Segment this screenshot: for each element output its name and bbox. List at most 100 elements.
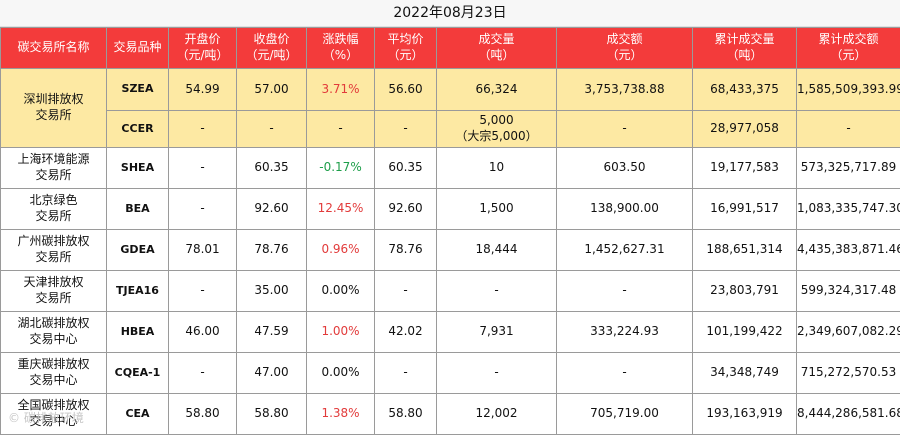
close-cell: 47.00 (237, 353, 307, 394)
exchange-name-cell: 上海环境能源 交易所 (1, 148, 107, 189)
close-cell: 47.59 (237, 312, 307, 353)
header-exchange: 碳交易所名称 (1, 28, 107, 69)
volume-cell: 5,000 （大宗5,000） (437, 111, 557, 148)
volume-cell: 1,500 (437, 189, 557, 230)
header-change: 涨跌幅 （%） (307, 28, 375, 69)
close-cell: 35.00 (237, 271, 307, 312)
turnover-cell: 1,452,627.31 (557, 230, 693, 271)
change-cell: 0.00% (307, 271, 375, 312)
open-cell: - (169, 111, 237, 148)
avg-cell: - (375, 353, 437, 394)
turnover-cell: 603.50 (557, 148, 693, 189)
turnover-cell: 138,900.00 (557, 189, 693, 230)
product-cell: CCER (107, 111, 169, 148)
open-cell: 58.80 (169, 394, 237, 435)
header-avg: 平均价 （元） (375, 28, 437, 69)
header-open: 开盘价 （元/吨） (169, 28, 237, 69)
cum-volume-cell: 34,348,749 (693, 353, 797, 394)
turnover-cell: 3,753,738.88 (557, 69, 693, 111)
open-cell: - (169, 271, 237, 312)
cum-volume-cell: 28,977,058 (693, 111, 797, 148)
avg-cell: 58.80 (375, 394, 437, 435)
cum-volume-cell: 19,177,583 (693, 148, 797, 189)
close-cell: 78.76 (237, 230, 307, 271)
exchange-name-cell: 广州碳排放权 交易所 (1, 230, 107, 271)
change-cell: 3.71% (307, 69, 375, 111)
header-close: 收盘价 （元/吨） (237, 28, 307, 69)
volume-cell: 66,324 (437, 69, 557, 111)
exchange-name-cell: 北京绿色 交易所 (1, 189, 107, 230)
product-cell: HBEA (107, 312, 169, 353)
cum-turnover-cell: 1,585,509,393.99 (797, 69, 900, 111)
open-cell: - (169, 189, 237, 230)
report-date: 2022年08月23日 (0, 0, 900, 27)
header-turnover: 成交额 （元） (557, 28, 693, 69)
turnover-cell: - (557, 353, 693, 394)
change-cell: -0.17% (307, 148, 375, 189)
header-volume: 成交量 （吨） (437, 28, 557, 69)
turnover-cell: 705,719.00 (557, 394, 693, 435)
exchange-name-cell: 天津排放权 交易所 (1, 271, 107, 312)
open-cell: 78.01 (169, 230, 237, 271)
avg-cell: - (375, 271, 437, 312)
table-row: CCER----5,000 （大宗5,000）-28,977,058- (1, 111, 900, 148)
header-product: 交易品种 (107, 28, 169, 69)
cum-turnover-cell: 8,444,286,581.68 (797, 394, 900, 435)
cum-turnover-cell: 573,325,717.89 (797, 148, 900, 189)
avg-cell: 56.60 (375, 69, 437, 111)
cum-volume-cell: 68,433,375 (693, 69, 797, 111)
cum-turnover-cell: 4,435,383,871.46 (797, 230, 900, 271)
close-cell: - (237, 111, 307, 148)
avg-cell: 42.02 (375, 312, 437, 353)
avg-cell: 92.60 (375, 189, 437, 230)
exchange-name-cell: 重庆碳排放权 交易中心 (1, 353, 107, 394)
cum-turnover-cell: 599,324,317.48 (797, 271, 900, 312)
product-cell: GDEA (107, 230, 169, 271)
product-cell: BEA (107, 189, 169, 230)
open-cell: - (169, 148, 237, 189)
volume-cell: 10 (437, 148, 557, 189)
exchange-name-cell: 湖北碳排放权 交易中心 (1, 312, 107, 353)
close-cell: 92.60 (237, 189, 307, 230)
change-cell: 0.00% (307, 353, 375, 394)
volume-cell: - (437, 271, 557, 312)
volume-cell: 12,002 (437, 394, 557, 435)
change-cell: - (307, 111, 375, 148)
cum-turnover-cell: 1,083,335,747.30 (797, 189, 900, 230)
header-cum-turnover: 累计成交额 （元） (797, 28, 900, 69)
header-cum-volume: 累计成交量 （吨） (693, 28, 797, 69)
change-cell: 1.00% (307, 312, 375, 353)
cum-volume-cell: 16,991,517 (693, 189, 797, 230)
change-cell: 0.96% (307, 230, 375, 271)
cum-volume-cell: 23,803,791 (693, 271, 797, 312)
change-cell: 1.38% (307, 394, 375, 435)
product-cell: TJEA16 (107, 271, 169, 312)
cum-turnover-cell: 715,272,570.53 (797, 353, 900, 394)
close-cell: 58.80 (237, 394, 307, 435)
cum-turnover-cell: - (797, 111, 900, 148)
close-cell: 57.00 (237, 69, 307, 111)
product-cell: CEA (107, 394, 169, 435)
exchange-name-cell: 深圳排放权 交易所 (1, 69, 107, 148)
cum-turnover-cell: 2,349,607,082.29 (797, 312, 900, 353)
avg-cell: 78.76 (375, 230, 437, 271)
open-cell: 46.00 (169, 312, 237, 353)
carbon-trading-table: 碳交易所名称 交易品种 开盘价 （元/吨） 收盘价 （元/吨） 涨跌幅 （%） … (0, 27, 900, 435)
avg-cell: 60.35 (375, 148, 437, 189)
change-cell: 12.45% (307, 189, 375, 230)
product-cell: SHEA (107, 148, 169, 189)
product-cell: SZEA (107, 69, 169, 111)
cum-volume-cell: 188,651,314 (693, 230, 797, 271)
volume-cell: 7,931 (437, 312, 557, 353)
volume-cell: 18,444 (437, 230, 557, 271)
cum-volume-cell: 193,163,919 (693, 394, 797, 435)
